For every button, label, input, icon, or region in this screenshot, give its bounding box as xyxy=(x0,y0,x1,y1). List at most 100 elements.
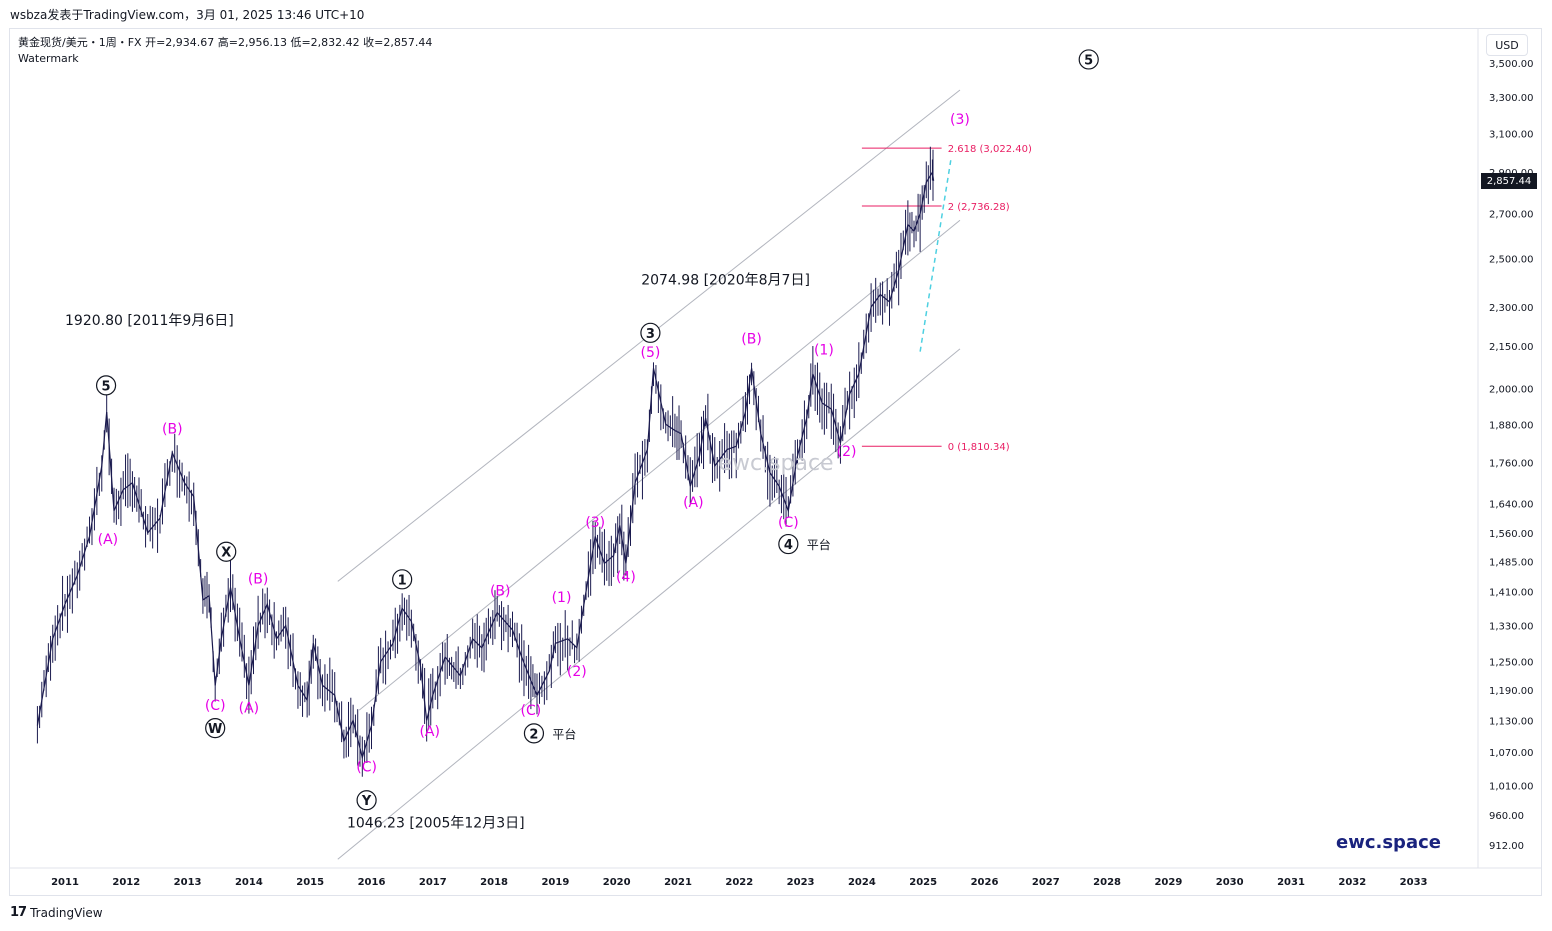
wave-circle-marker xyxy=(1078,49,1099,70)
y-tick-label: 2,700.00 xyxy=(1489,210,1534,221)
wave-circle-marker xyxy=(205,718,226,739)
wave-circle-label: 2 xyxy=(529,727,538,742)
y-tick-label: 1,410.00 xyxy=(1489,588,1534,599)
wave-circle-marker xyxy=(640,322,661,343)
wave-label: (B) xyxy=(162,422,183,438)
fib-level-label: 2.618 (3,022.40) xyxy=(948,144,1032,155)
brand-label: ewc.space xyxy=(1336,832,1441,853)
footer-logo[interactable]: 17 TradingView xyxy=(10,905,103,920)
wave-label: (A) xyxy=(239,701,260,717)
x-tick-label: 2027 xyxy=(1032,877,1060,888)
x-tick-label: 2015 xyxy=(296,877,324,888)
wave-label: (C) xyxy=(356,759,377,775)
y-tick-label: 1,330.00 xyxy=(1489,622,1534,633)
channel-line xyxy=(358,219,961,711)
x-tick-label: 2030 xyxy=(1216,877,1244,888)
y-tick-label: 1,880.00 xyxy=(1489,420,1534,431)
y-tick-label: 1,560.00 xyxy=(1489,529,1534,540)
price-annotation: 1920.80 [2011年9月6日] xyxy=(65,313,234,329)
y-tick-label: 3,100.00 xyxy=(1489,129,1534,140)
x-tick-label: 2029 xyxy=(1154,877,1182,888)
tradingview-logo-icon: 17 xyxy=(10,905,27,920)
wave-circle-label: X xyxy=(221,546,231,561)
wave-circle-label: W xyxy=(208,722,222,737)
wave-circle-label: 5 xyxy=(102,379,111,394)
wave-label: (C) xyxy=(205,698,226,714)
price-layer xyxy=(36,146,935,777)
wave-label: (1) xyxy=(552,590,572,606)
fib-level-label: 2 (2,736.28) xyxy=(948,202,1010,213)
y-tick-label: 1,640.00 xyxy=(1489,500,1534,511)
pattern-label: 平台 xyxy=(552,726,576,741)
y-tick-label: 3,300.00 xyxy=(1489,93,1534,104)
x-tick-label: 2025 xyxy=(909,877,937,888)
x-tick-label: 2024 xyxy=(848,877,876,888)
y-tick-label: 2,000.00 xyxy=(1489,384,1534,395)
wave-circle-label: 3 xyxy=(646,327,655,342)
wave-label: (3) xyxy=(950,112,970,128)
wave-label: (A) xyxy=(419,724,440,740)
ohlc-legend: 黄金现货/美元・1周・FX 开=2,934.67 高=2,956.13 低=2,… xyxy=(18,36,433,49)
fib-layer: 2.618 (3,022.40) 2 (2,736.28) 0 (1,810.34) xyxy=(861,144,1032,453)
x-tick-label: 2014 xyxy=(235,877,263,888)
wave-label: (2) xyxy=(837,444,857,460)
y-tick-label: 1,485.00 xyxy=(1489,557,1534,568)
pattern-label: 平台 xyxy=(807,537,831,552)
wave-circle-label: Y xyxy=(361,794,372,809)
footer-text: TradingView xyxy=(30,905,103,920)
wave-circle-marker xyxy=(356,790,377,811)
wave-circle-marker xyxy=(778,533,799,555)
axis-layer: 3,500.003,300.003,100.002,900.002,700.00… xyxy=(10,29,1541,888)
channel-line xyxy=(337,348,961,860)
wave-circle-label: 1 xyxy=(398,573,407,588)
wave-label: (3) xyxy=(585,515,605,531)
wave-label: (B) xyxy=(741,332,762,348)
wave-label: (5) xyxy=(640,345,660,361)
price-annotation: 2074.98 [2020年8月7日] xyxy=(641,273,810,289)
y-tick-label: 1,250.00 xyxy=(1489,658,1534,669)
center-watermark: ewc.space xyxy=(718,451,833,476)
x-tick-label: 2016 xyxy=(358,877,386,888)
y-tick-label: 1,130.00 xyxy=(1489,716,1534,727)
chart-frame xyxy=(9,28,1542,896)
y-tick-label: 1,760.00 xyxy=(1489,459,1534,470)
wave-label: (2) xyxy=(567,664,587,680)
wave-label: (A) xyxy=(683,495,704,511)
x-tick-label: 2026 xyxy=(971,877,999,888)
x-tick-label: 2011 xyxy=(51,877,79,888)
x-tick-label: 2021 xyxy=(664,877,692,888)
fib-level-label: 0 (1,810.34) xyxy=(948,442,1010,453)
x-tick-label: 2012 xyxy=(112,877,140,888)
x-tick-label: 2020 xyxy=(603,877,631,888)
x-tick-label: 2033 xyxy=(1400,877,1428,888)
y-tick-label: 2,300.00 xyxy=(1489,303,1534,314)
wave-label: (B) xyxy=(490,584,511,600)
wave-label: (A) xyxy=(98,532,119,548)
x-tick-label: 2031 xyxy=(1277,877,1305,888)
watermark-label: Watermark xyxy=(18,52,79,65)
wave-circle-marker xyxy=(95,375,117,396)
x-tick-label: 2018 xyxy=(480,877,508,888)
y-tick-label: 1,190.00 xyxy=(1489,686,1534,697)
x-tick-label: 2019 xyxy=(541,877,569,888)
y-tick-label: 1,070.00 xyxy=(1489,748,1534,759)
y-tick-label: 2,500.00 xyxy=(1489,254,1534,265)
wave-circle-label: 4 xyxy=(784,538,793,553)
x-tick-label: 2023 xyxy=(787,877,815,888)
wave-circle-marker xyxy=(392,569,413,590)
x-tick-label: 2032 xyxy=(1338,877,1366,888)
channel-layer xyxy=(337,89,961,860)
chart-header-title: wsbza发表于TradingView.com，3月 01, 2025 13:4… xyxy=(10,8,365,22)
x-tick-label: 2013 xyxy=(174,877,202,888)
wave-label: (B) xyxy=(248,571,269,587)
wave-label: (1) xyxy=(814,342,834,358)
currency-button[interactable]: USD xyxy=(1486,34,1528,56)
last-price-tag: 2,857.44 xyxy=(1481,173,1537,189)
x-tick-label: 2022 xyxy=(725,877,753,888)
y-tick-label: 3,500.00 xyxy=(1489,59,1534,70)
x-tick-label: 2028 xyxy=(1093,877,1121,888)
y-tick-label: 2,150.00 xyxy=(1489,342,1534,353)
wave-circle-marker xyxy=(523,723,545,744)
price-annotation: 1046.23 [2005年12月3日] xyxy=(347,815,525,831)
